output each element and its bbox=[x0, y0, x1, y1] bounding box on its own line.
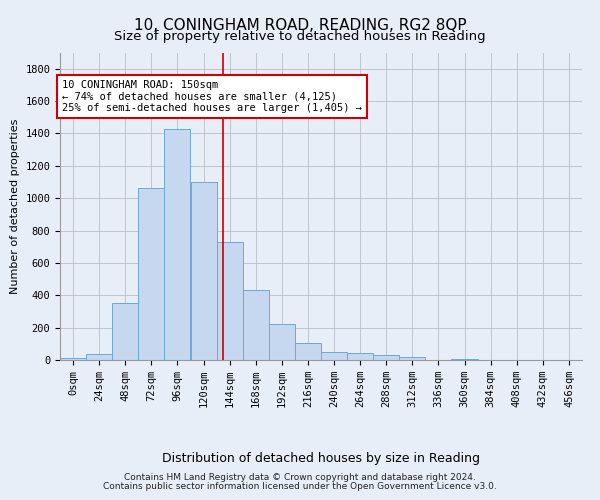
Bar bbox=[400, 357, 425, 360]
Text: 10 CONINGHAM ROAD: 150sqm
← 74% of detached houses are smaller (4,125)
25% of se: 10 CONINGHAM ROAD: 150sqm ← 74% of detac… bbox=[62, 80, 362, 113]
Text: 10, CONINGHAM ROAD, READING, RG2 8QP: 10, CONINGHAM ROAD, READING, RG2 8QP bbox=[134, 18, 466, 32]
Text: Contains public sector information licensed under the Open Government Licence v3: Contains public sector information licen… bbox=[103, 482, 497, 491]
Bar bbox=[112, 304, 138, 360]
Bar bbox=[164, 128, 190, 360]
Bar bbox=[269, 324, 295, 360]
Bar bbox=[217, 242, 242, 360]
Text: Size of property relative to detached houses in Reading: Size of property relative to detached ho… bbox=[114, 30, 486, 43]
Bar bbox=[242, 290, 269, 360]
Bar bbox=[191, 182, 217, 360]
Text: Contains HM Land Registry data © Crown copyright and database right 2024.: Contains HM Land Registry data © Crown c… bbox=[124, 473, 476, 482]
Bar bbox=[60, 358, 86, 360]
Bar bbox=[139, 188, 164, 360]
Bar bbox=[347, 352, 373, 360]
Bar bbox=[321, 352, 347, 360]
Y-axis label: Number of detached properties: Number of detached properties bbox=[10, 118, 20, 294]
X-axis label: Distribution of detached houses by size in Reading: Distribution of detached houses by size … bbox=[162, 452, 480, 464]
Bar bbox=[295, 343, 321, 360]
Bar bbox=[86, 354, 112, 360]
Bar bbox=[451, 359, 478, 360]
Bar bbox=[373, 355, 400, 360]
